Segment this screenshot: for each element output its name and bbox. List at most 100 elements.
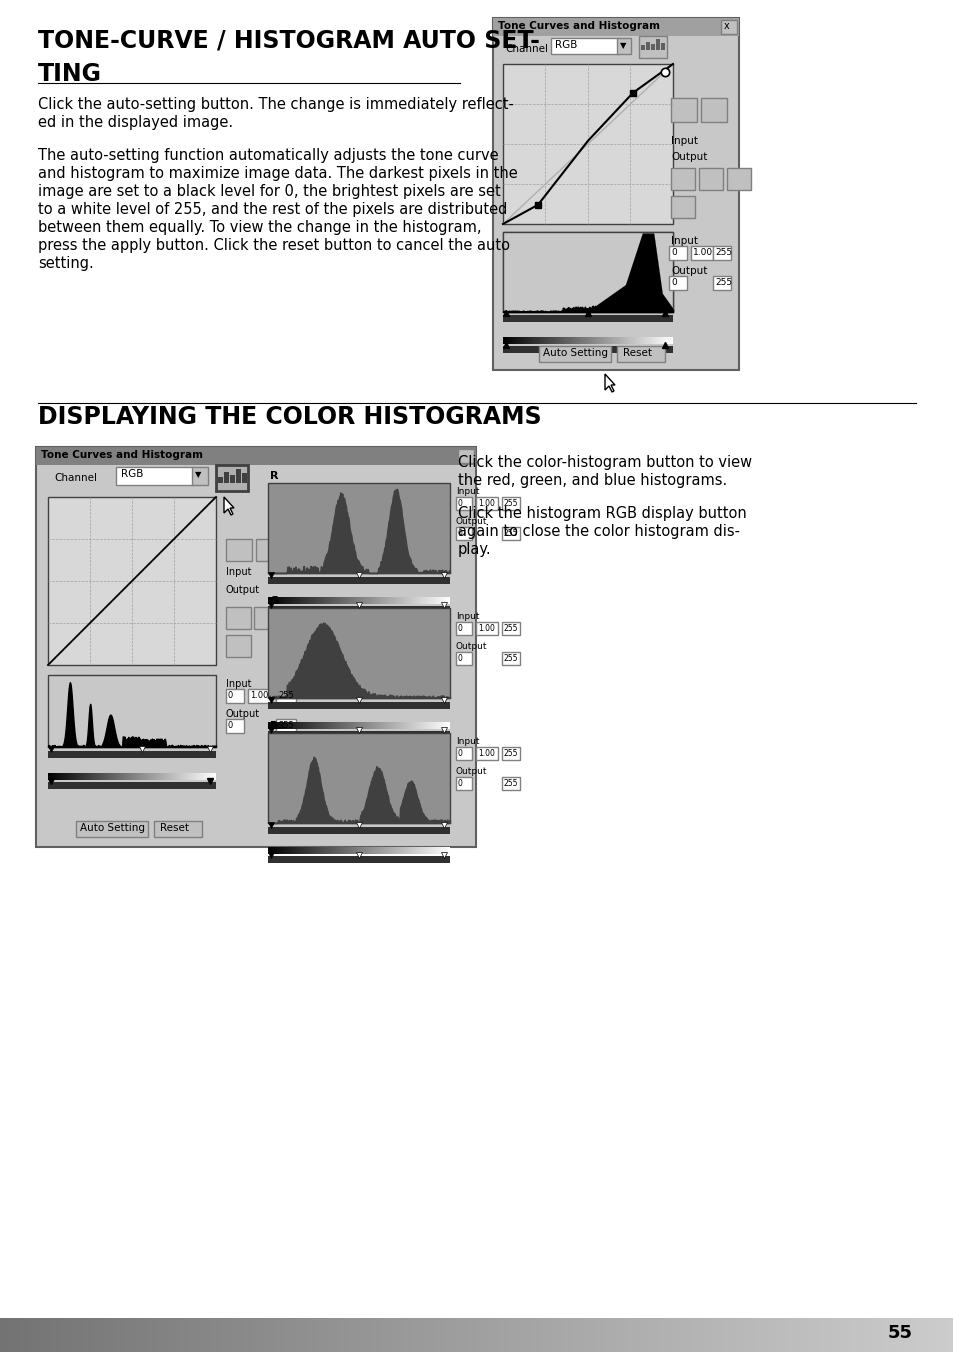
Bar — [513, 1318, 514, 1352]
Bar — [868, 1318, 869, 1352]
Bar — [357, 722, 358, 729]
Bar — [14, 1318, 15, 1352]
Bar — [600, 1318, 601, 1352]
Bar — [822, 1318, 823, 1352]
Bar — [130, 773, 131, 780]
Bar — [854, 1318, 855, 1352]
Bar — [68, 773, 69, 780]
Bar — [809, 1318, 810, 1352]
Bar — [678, 1318, 679, 1352]
Bar — [66, 773, 67, 780]
Bar — [270, 598, 271, 604]
Bar — [442, 1318, 443, 1352]
Bar — [744, 1318, 745, 1352]
Bar — [557, 337, 558, 343]
Bar — [551, 337, 552, 343]
Bar — [914, 1318, 915, 1352]
Bar — [659, 337, 660, 343]
Bar — [374, 1318, 375, 1352]
Bar — [382, 722, 384, 729]
Bar — [648, 1318, 649, 1352]
Text: Auto Setting: Auto Setting — [80, 823, 145, 833]
Bar — [313, 722, 314, 729]
Text: Channel: Channel — [54, 473, 97, 483]
Bar — [645, 42, 649, 50]
Bar — [829, 1318, 830, 1352]
Bar — [420, 598, 421, 604]
Bar — [888, 1318, 889, 1352]
Bar — [626, 337, 627, 343]
Bar — [96, 773, 97, 780]
Text: to a white level of 255, and the rest of the pixels are distributed: to a white level of 255, and the rest of… — [38, 201, 507, 218]
Bar — [273, 598, 274, 604]
Bar — [554, 337, 555, 343]
Bar — [261, 1318, 262, 1352]
Bar — [185, 1318, 186, 1352]
Bar — [448, 846, 449, 854]
Bar — [701, 1318, 702, 1352]
Bar — [874, 1318, 875, 1352]
Bar — [594, 337, 595, 343]
Bar — [869, 1318, 870, 1352]
Bar — [365, 722, 366, 729]
Bar — [582, 1318, 583, 1352]
Bar — [624, 1318, 625, 1352]
Bar — [399, 598, 400, 604]
Bar — [489, 1318, 490, 1352]
Bar — [385, 598, 386, 604]
Bar — [305, 1318, 306, 1352]
Bar — [137, 1318, 138, 1352]
Bar — [87, 1318, 88, 1352]
Bar — [391, 1318, 392, 1352]
Bar — [414, 1318, 415, 1352]
Bar — [268, 722, 269, 729]
Bar — [175, 1318, 177, 1352]
Bar — [333, 1318, 334, 1352]
Bar — [282, 1318, 283, 1352]
Bar — [338, 846, 339, 854]
Bar — [152, 1318, 153, 1352]
Bar — [381, 722, 382, 729]
Bar — [454, 1318, 455, 1352]
Bar — [339, 722, 340, 729]
Bar — [832, 1318, 833, 1352]
Bar — [299, 722, 301, 729]
Bar — [140, 1318, 141, 1352]
Bar — [493, 18, 739, 37]
Bar — [299, 1318, 301, 1352]
Bar — [41, 1318, 42, 1352]
Bar — [389, 598, 390, 604]
Bar — [531, 1318, 532, 1352]
Bar — [201, 773, 202, 780]
Bar — [376, 846, 377, 854]
Bar — [439, 722, 440, 729]
Bar — [315, 846, 316, 854]
Bar — [385, 846, 386, 854]
Bar — [539, 1318, 540, 1352]
Bar — [930, 1318, 931, 1352]
Bar — [64, 1318, 65, 1352]
Bar — [896, 1318, 897, 1352]
Bar — [432, 846, 433, 854]
Bar — [180, 773, 181, 780]
Bar — [429, 846, 430, 854]
Bar — [802, 1318, 803, 1352]
Bar — [405, 1318, 406, 1352]
Bar — [898, 1318, 899, 1352]
Bar — [283, 846, 284, 854]
Bar — [352, 598, 353, 604]
Bar — [906, 1318, 907, 1352]
Bar — [633, 1318, 634, 1352]
Bar — [693, 1318, 695, 1352]
Bar — [936, 1318, 937, 1352]
Bar — [645, 1318, 646, 1352]
Bar — [78, 773, 79, 780]
Bar — [817, 1318, 818, 1352]
Bar — [661, 337, 662, 343]
Bar — [275, 598, 276, 604]
Bar — [369, 1318, 370, 1352]
Bar — [698, 1318, 699, 1352]
Bar — [408, 722, 409, 729]
Bar — [416, 722, 417, 729]
Bar — [453, 1318, 454, 1352]
